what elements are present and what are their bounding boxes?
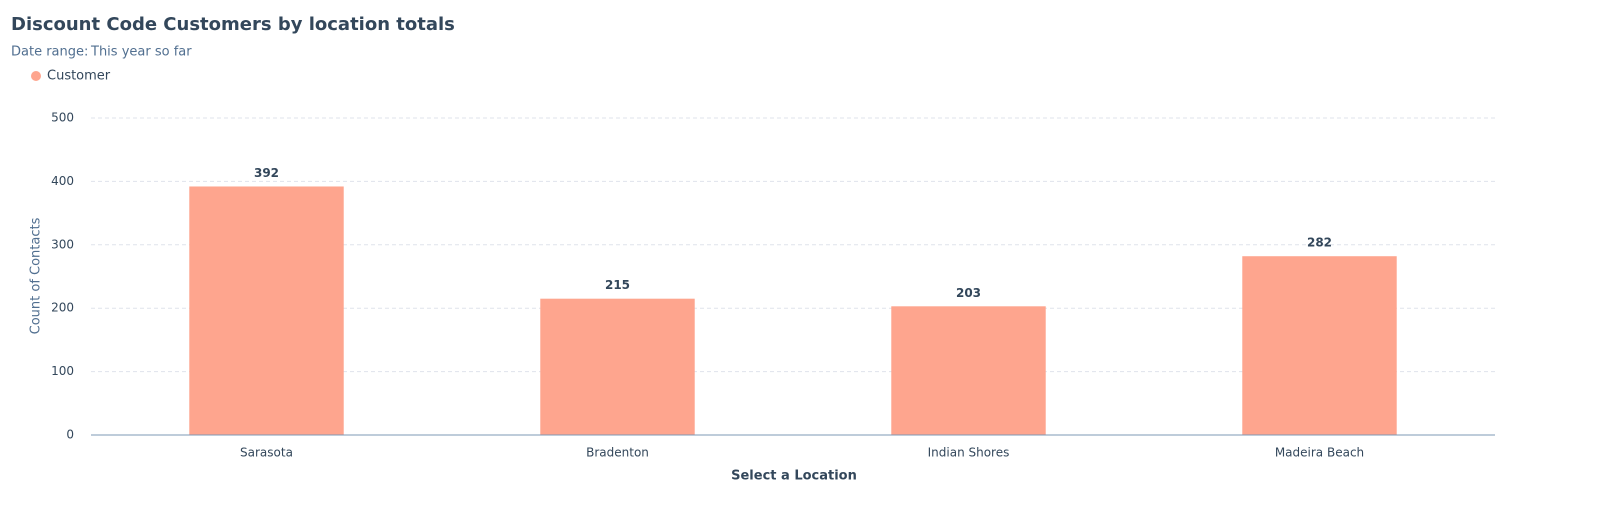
legend-marker — [31, 71, 41, 81]
bar — [189, 186, 344, 435]
value-label: 215 — [605, 278, 630, 292]
y-tick-label: 400 — [51, 174, 74, 188]
x-tick-label: Bradenton — [586, 446, 649, 460]
x-tick-label: Madeira Beach — [1275, 446, 1364, 460]
subtitle-label: Date range: — [11, 45, 88, 60]
y-tick-label: 0 — [66, 428, 74, 442]
legend-label: Customer — [47, 69, 111, 84]
bar — [891, 306, 1046, 435]
y-tick-label: 100 — [51, 364, 74, 378]
subtitle-value: This year so far — [90, 45, 192, 60]
y-tick-label: 300 — [51, 237, 74, 251]
value-label: 282 — [1307, 236, 1332, 250]
y-axis-title: Count of Contacts — [29, 217, 44, 334]
x-tick-label: Sarasota — [240, 446, 293, 460]
x-axis-title: Select a Location — [731, 469, 857, 484]
y-tick-label: 200 — [51, 301, 74, 315]
bar — [1242, 256, 1397, 435]
bar — [540, 298, 695, 435]
value-label: 203 — [956, 286, 981, 300]
x-tick-label: Indian Shores — [928, 446, 1010, 460]
value-label: 392 — [254, 166, 279, 180]
chart-title: Discount Code Customers by location tota… — [11, 14, 455, 35]
y-tick-label: 500 — [51, 111, 74, 125]
